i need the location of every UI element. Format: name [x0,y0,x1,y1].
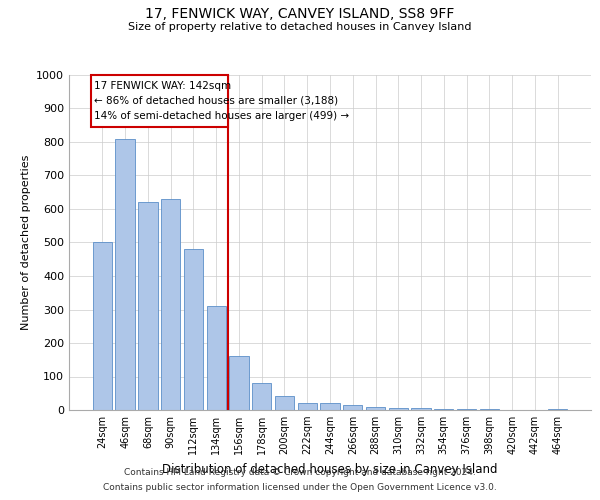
Bar [343,405,362,410]
Text: 17, FENWICK WAY, CANVEY ISLAND, SS8 9FF: 17, FENWICK WAY, CANVEY ISLAND, SS8 9FF [145,8,455,22]
Bar [412,408,431,410]
Bar [161,199,181,410]
Bar [206,306,226,410]
Bar [138,202,158,410]
Bar [229,356,248,410]
Bar [434,408,454,410]
X-axis label: Distribution of detached houses by size in Canvey Island: Distribution of detached houses by size … [162,462,498,475]
Bar [320,404,340,410]
Bar [298,402,317,410]
Bar [184,249,203,410]
FancyBboxPatch shape [91,75,228,127]
Bar [252,383,271,410]
Text: Size of property relative to detached houses in Canvey Island: Size of property relative to detached ho… [128,22,472,32]
Bar [93,242,112,410]
Text: 17 FENWICK WAY: 142sqm
← 86% of detached houses are smaller (3,188)
14% of semi-: 17 FENWICK WAY: 142sqm ← 86% of detached… [94,81,349,121]
Y-axis label: Number of detached properties: Number of detached properties [20,155,31,330]
Bar [275,396,294,410]
Bar [366,406,385,410]
Text: Contains public sector information licensed under the Open Government Licence v3: Contains public sector information licen… [103,483,497,492]
Bar [389,408,408,410]
Text: Contains HM Land Registry data © Crown copyright and database right 2024.: Contains HM Land Registry data © Crown c… [124,468,476,477]
Bar [115,138,135,410]
